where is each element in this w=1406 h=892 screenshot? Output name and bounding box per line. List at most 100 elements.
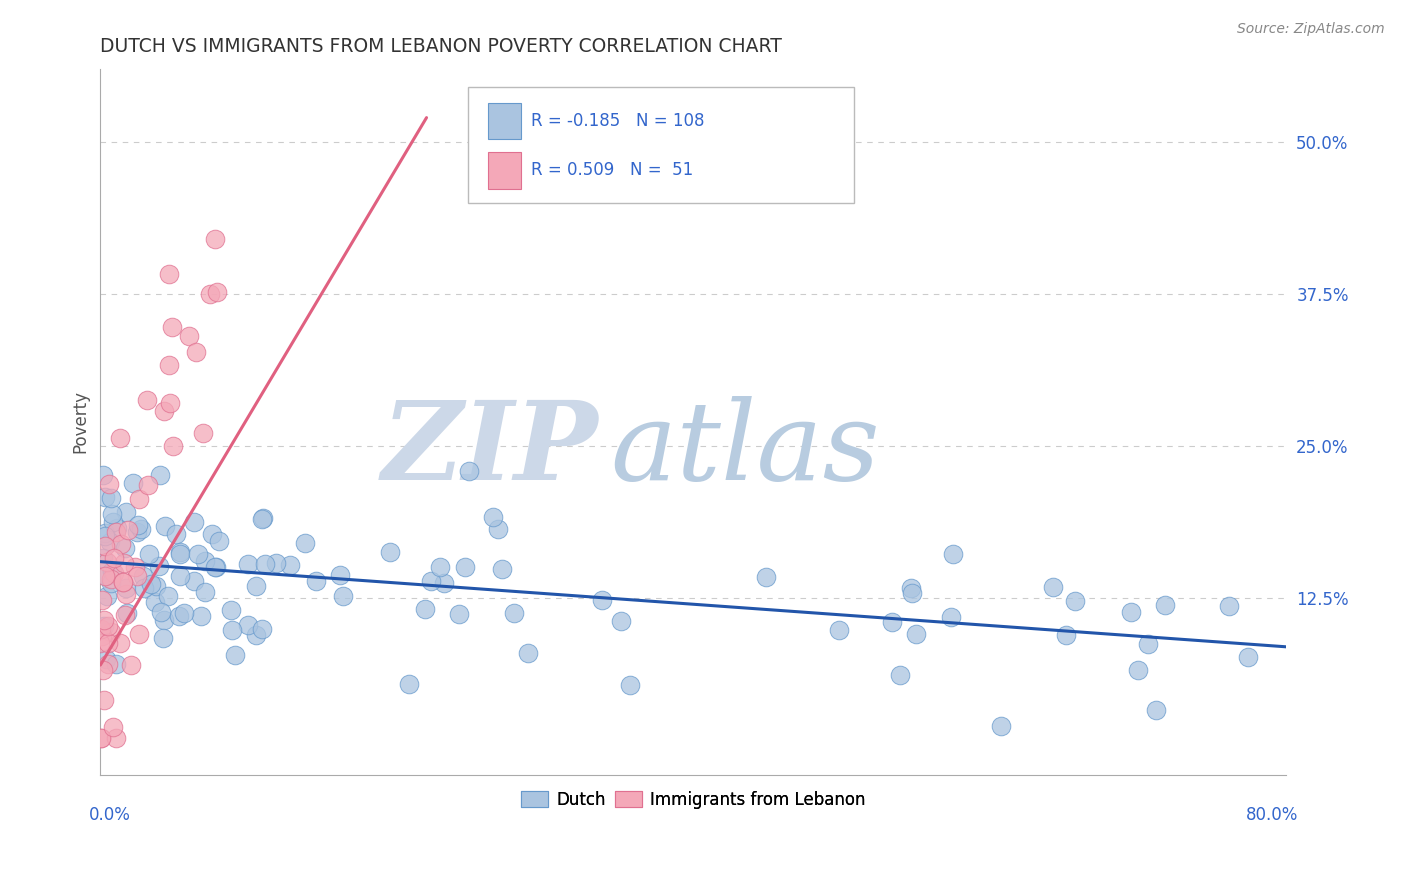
Point [124, 559, 146, 574]
Point [169, 544, 191, 558]
Point [138, 477, 160, 491]
Point [398, 677, 420, 691]
Point [160, 320, 183, 334]
Point [491, 562, 513, 576]
Point [100, 572, 122, 586]
Point [128, 491, 150, 506]
Text: atlas: atlas [610, 396, 880, 504]
Point [190, 609, 212, 624]
Point [828, 623, 851, 637]
Point [150, 605, 173, 619]
Point [135, 393, 157, 408]
FancyBboxPatch shape [488, 103, 522, 139]
Point [94, 652, 117, 666]
Point [264, 556, 287, 570]
Point [204, 232, 226, 246]
Point [101, 720, 124, 734]
Point [208, 534, 231, 549]
Point [1218, 599, 1240, 614]
Point [94, 525, 117, 540]
Point [112, 575, 135, 590]
Point [517, 646, 540, 660]
Point [900, 582, 922, 596]
Point [889, 668, 911, 682]
Point [224, 648, 246, 662]
Point [221, 624, 243, 638]
Point [93, 618, 115, 632]
Point [90, 731, 112, 745]
Point [198, 286, 221, 301]
Point [98, 534, 121, 549]
Point [278, 558, 301, 572]
Point [153, 519, 176, 533]
Y-axis label: Poverty: Poverty [72, 391, 89, 453]
Point [93, 613, 115, 627]
Point [221, 603, 243, 617]
Point [145, 579, 167, 593]
Point [179, 329, 201, 343]
Point [153, 613, 176, 627]
Point [901, 585, 924, 599]
Point [194, 554, 217, 568]
Point [132, 569, 155, 583]
Point [89, 636, 111, 650]
Point [191, 426, 214, 441]
Point [252, 511, 274, 525]
Point [162, 439, 184, 453]
Point [183, 574, 205, 588]
Point [105, 731, 128, 745]
Point [204, 560, 226, 574]
Text: Source: ZipAtlas.com: Source: ZipAtlas.com [1237, 22, 1385, 37]
Point [100, 576, 122, 591]
Point [114, 557, 136, 571]
Point [1136, 637, 1159, 651]
Point [1042, 580, 1064, 594]
Point [115, 581, 138, 595]
Point [939, 610, 962, 624]
Point [148, 558, 170, 573]
Point [115, 505, 138, 519]
Point [97, 476, 120, 491]
Point [332, 589, 354, 603]
Point [108, 636, 131, 650]
Point [238, 617, 260, 632]
Point [157, 358, 180, 372]
Point [114, 541, 136, 556]
Point [105, 521, 128, 535]
Point [143, 594, 166, 608]
Point [1064, 594, 1087, 608]
Point [127, 518, 149, 533]
Point [205, 285, 228, 300]
Text: ZIP: ZIP [382, 396, 599, 504]
Point [481, 509, 503, 524]
Point [454, 560, 477, 574]
Point [97, 636, 120, 650]
Point [101, 564, 124, 578]
Point [204, 560, 226, 574]
Point [93, 663, 115, 677]
Point [105, 657, 128, 671]
Point [103, 551, 125, 566]
Point [420, 574, 443, 588]
Point [90, 629, 112, 643]
Point [904, 626, 927, 640]
Point [169, 569, 191, 583]
Text: 0.0%: 0.0% [89, 806, 131, 824]
Point [413, 602, 436, 616]
Point [183, 516, 205, 530]
Point [194, 585, 217, 599]
Point [120, 658, 142, 673]
Legend: Dutch, Immigrants from Lebanon: Dutch, Immigrants from Lebanon [515, 784, 873, 815]
Point [157, 268, 180, 282]
Text: DUTCH VS IMMIGRANTS FROM LEBANON POVERTY CORRELATION CHART: DUTCH VS IMMIGRANTS FROM LEBANON POVERTY… [100, 37, 782, 56]
Point [96, 657, 118, 672]
Point [138, 548, 160, 562]
Point [93, 693, 115, 707]
Point [139, 577, 162, 591]
Point [91, 550, 114, 565]
Point [173, 607, 195, 621]
Point [329, 568, 352, 582]
Point [591, 592, 613, 607]
Point [100, 624, 122, 639]
FancyBboxPatch shape [468, 87, 853, 203]
